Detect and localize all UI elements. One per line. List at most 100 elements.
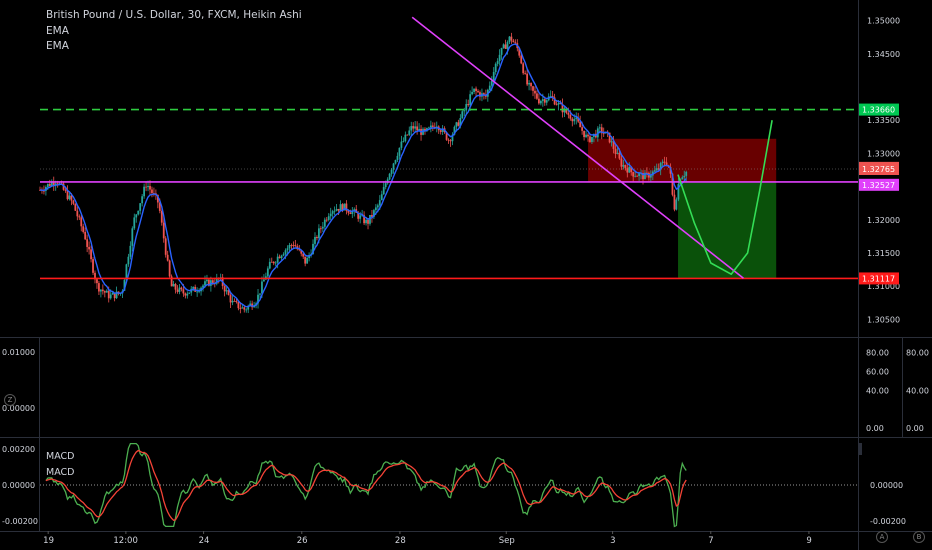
macd-right-tick: 0.00000 [870, 481, 903, 490]
candle-body [532, 86, 534, 91]
candle-body [137, 210, 140, 215]
log-scale-button[interactable]: B [913, 531, 925, 543]
candle-body [96, 279, 98, 284]
candle-body [62, 183, 65, 190]
candle-body [125, 264, 128, 280]
candle-body [390, 169, 393, 174]
candle-body [663, 161, 666, 163]
candle-body [583, 130, 585, 138]
candle-body [343, 203, 346, 211]
candle-body [479, 92, 481, 97]
candle-body [158, 202, 161, 211]
candle-body [431, 125, 434, 127]
candle-body [630, 167, 633, 173]
candle-body [109, 294, 112, 299]
candle-body [412, 126, 415, 129]
macd-legend-1[interactable]: MACD [46, 451, 74, 462]
signal-line [45, 449, 687, 522]
candle-body [522, 63, 525, 74]
candle-body [229, 294, 232, 303]
candle-body [274, 262, 277, 264]
candle-body [361, 215, 364, 217]
candle-body [524, 73, 527, 74]
candle-body [591, 136, 593, 142]
candle-body [457, 122, 460, 126]
candle-body [673, 194, 676, 210]
macd-left-tick: -0.00200 [2, 517, 38, 526]
candle-body [571, 118, 574, 122]
time-tick-label: 9 [806, 536, 811, 546]
candle-body [382, 187, 385, 195]
candle-body [316, 236, 318, 239]
candle-body [380, 194, 383, 201]
candle-body [618, 152, 621, 159]
projection-curve[interactable] [677, 120, 773, 275]
candle-body [483, 93, 485, 95]
candle-body [141, 196, 144, 204]
candle-body [587, 134, 589, 137]
candle-body [638, 173, 640, 177]
candle-body [447, 139, 450, 141]
candle-body [288, 245, 291, 249]
candle-body [198, 291, 200, 293]
pane2-right-tick: 40.00 [866, 386, 889, 395]
candle-body [78, 216, 81, 218]
candle-body [502, 44, 505, 48]
candle-body [54, 183, 57, 186]
candle-body [64, 189, 67, 191]
candle-body [272, 261, 275, 264]
candle-body [133, 217, 136, 229]
candle-body [143, 186, 146, 197]
candle-body [602, 133, 605, 135]
candle-body [331, 211, 334, 214]
candle-body [202, 285, 204, 288]
stop-loss-zone [588, 138, 777, 182]
candle-body [359, 215, 362, 219]
candle-body [461, 111, 464, 119]
candle-body [573, 119, 576, 122]
candle-body [123, 279, 126, 291]
candle-body [416, 126, 419, 131]
candle-body [249, 303, 252, 306]
candle-body [600, 127, 603, 134]
candle-body [341, 204, 344, 211]
candle-body [543, 99, 546, 103]
time-tick-label: 26 [297, 536, 308, 546]
time-tick-label: 19 [43, 536, 54, 546]
candle-body [520, 55, 523, 64]
candle-body [579, 121, 582, 128]
ema-legend-2[interactable]: EMA [46, 40, 69, 52]
take-profit-zone [678, 181, 777, 279]
candle-body [176, 289, 179, 292]
candle-body [469, 94, 472, 106]
candle-body [208, 279, 210, 286]
candle-body [223, 286, 226, 292]
price-tick-label: 1.35000 [867, 17, 900, 26]
candle-body [156, 194, 159, 203]
price-tick-label: 1.30500 [867, 315, 900, 324]
candle-body [168, 260, 171, 277]
candle-body [284, 250, 287, 255]
candle-body [103, 291, 106, 293]
macd-legend-2[interactable]: MACD [46, 467, 74, 478]
candle-body [321, 226, 324, 229]
ema-legend-1[interactable]: EMA [46, 25, 69, 37]
candle-body [184, 293, 187, 296]
candle-body [131, 228, 134, 246]
sidebar-z-button[interactable]: Z [4, 394, 16, 406]
candle-body [151, 189, 153, 194]
candle-body [518, 48, 521, 56]
candle-body [278, 256, 281, 259]
candle-body [180, 287, 183, 290]
candle-body [74, 203, 77, 211]
candle-body [90, 249, 92, 260]
price-badge [859, 272, 899, 285]
candle-body [371, 215, 373, 217]
descending-trendline[interactable] [411, 16, 744, 279]
candle-body [504, 44, 507, 49]
candle-body [410, 126, 413, 131]
candle-body [282, 254, 285, 256]
auto-scale-button[interactable]: A [876, 531, 888, 543]
price-badge-label: 1.32765 [862, 165, 895, 174]
